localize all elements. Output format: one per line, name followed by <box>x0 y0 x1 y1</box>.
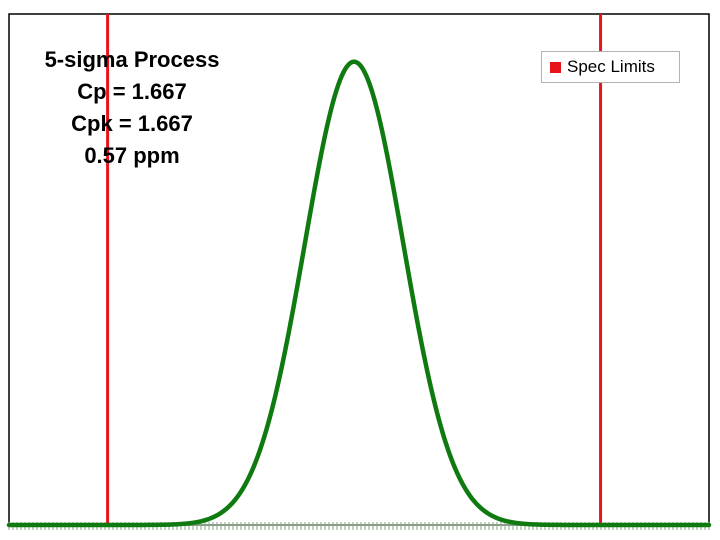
legend: Spec Limits <box>541 51 680 83</box>
annotation-ppm: 0.57 ppm <box>84 143 180 168</box>
legend-label: Spec Limits <box>567 57 655 76</box>
normal-curve <box>6 59 712 528</box>
legend-swatch-spec-limits <box>550 61 561 73</box>
plot-frame <box>8 13 710 526</box>
annotation-title: 5-sigma Process <box>44 47 220 72</box>
annotation-cp: Cp = 1.667 <box>77 79 187 104</box>
process-annotation: 5-sigma Process Cp = 1.667 Cpk = 1.667 0… <box>32 44 232 172</box>
annotation-cpk: Cpk = 1.667 <box>71 111 193 136</box>
spec-limit-lines <box>106 14 603 525</box>
